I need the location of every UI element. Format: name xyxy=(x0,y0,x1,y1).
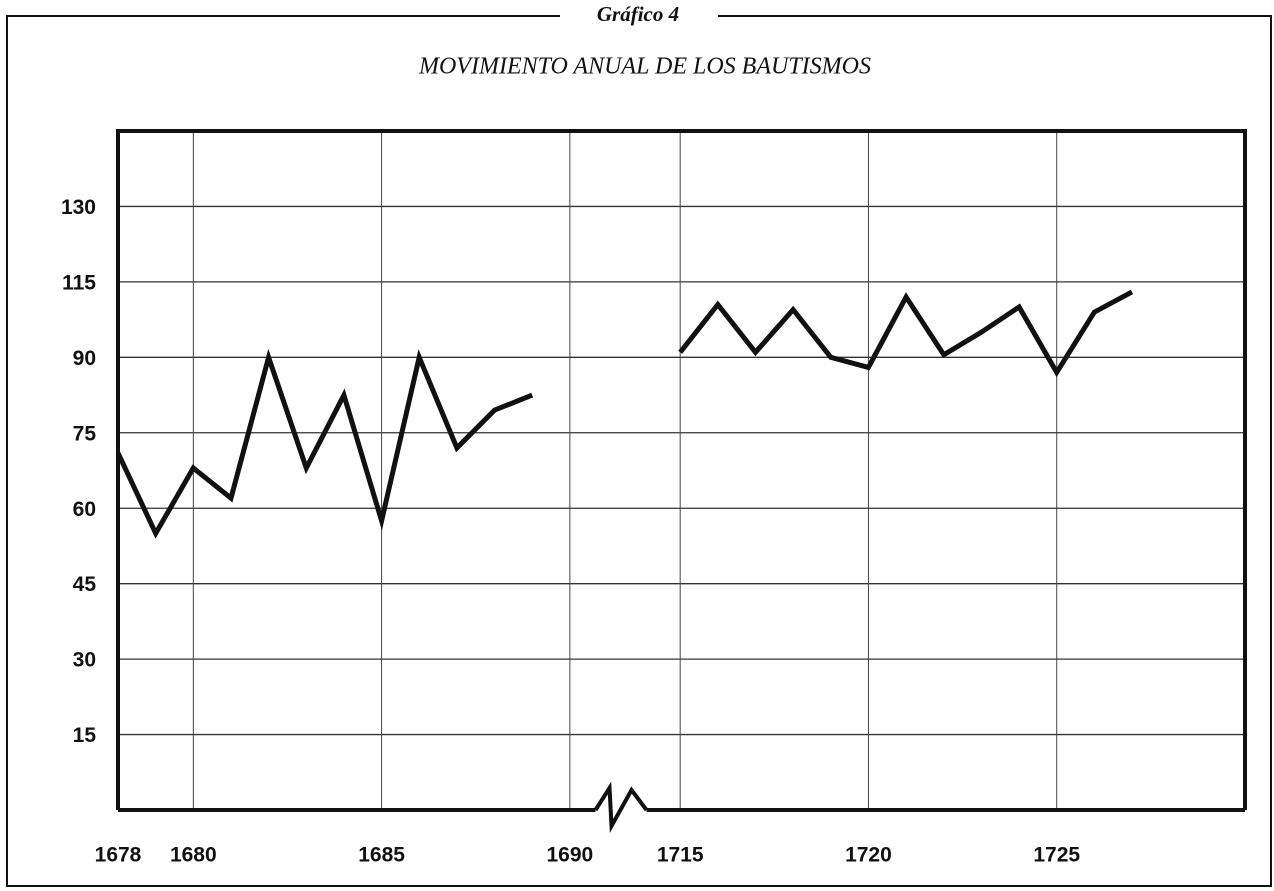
frame xyxy=(6,15,1272,887)
y-tick-label: 115 xyxy=(62,271,96,294)
y-tick-label: 30 xyxy=(73,649,96,672)
x-tick-label: 1725 xyxy=(1033,844,1080,867)
label-mask xyxy=(560,2,718,32)
x-tick-label: 1685 xyxy=(358,844,405,867)
chart-label: Gráfico 4 xyxy=(597,2,679,26)
x-tick-label: 1680 xyxy=(170,844,217,867)
y-tick-label: 15 xyxy=(73,724,97,747)
y-tick-label: 130 xyxy=(61,196,96,219)
y-tick-label: 90 xyxy=(73,347,96,370)
data-line xyxy=(678,289,1134,378)
y-tick-label: 60 xyxy=(73,498,96,521)
y-tick-label: 45 xyxy=(73,573,97,596)
x-tick-label: 1690 xyxy=(547,844,594,867)
y-tick-label: 75 xyxy=(73,422,97,445)
data-line xyxy=(115,348,534,539)
x-tick-label: 1715 xyxy=(657,844,704,867)
x-tick-label: 1720 xyxy=(845,844,892,867)
x-tick-label: 1678 xyxy=(95,844,142,867)
axis-break xyxy=(593,781,649,834)
axis-frame xyxy=(116,129,1247,810)
chart-title: MOVIMIENTO ANUAL DE LOS BAUTISMOS xyxy=(418,54,871,80)
